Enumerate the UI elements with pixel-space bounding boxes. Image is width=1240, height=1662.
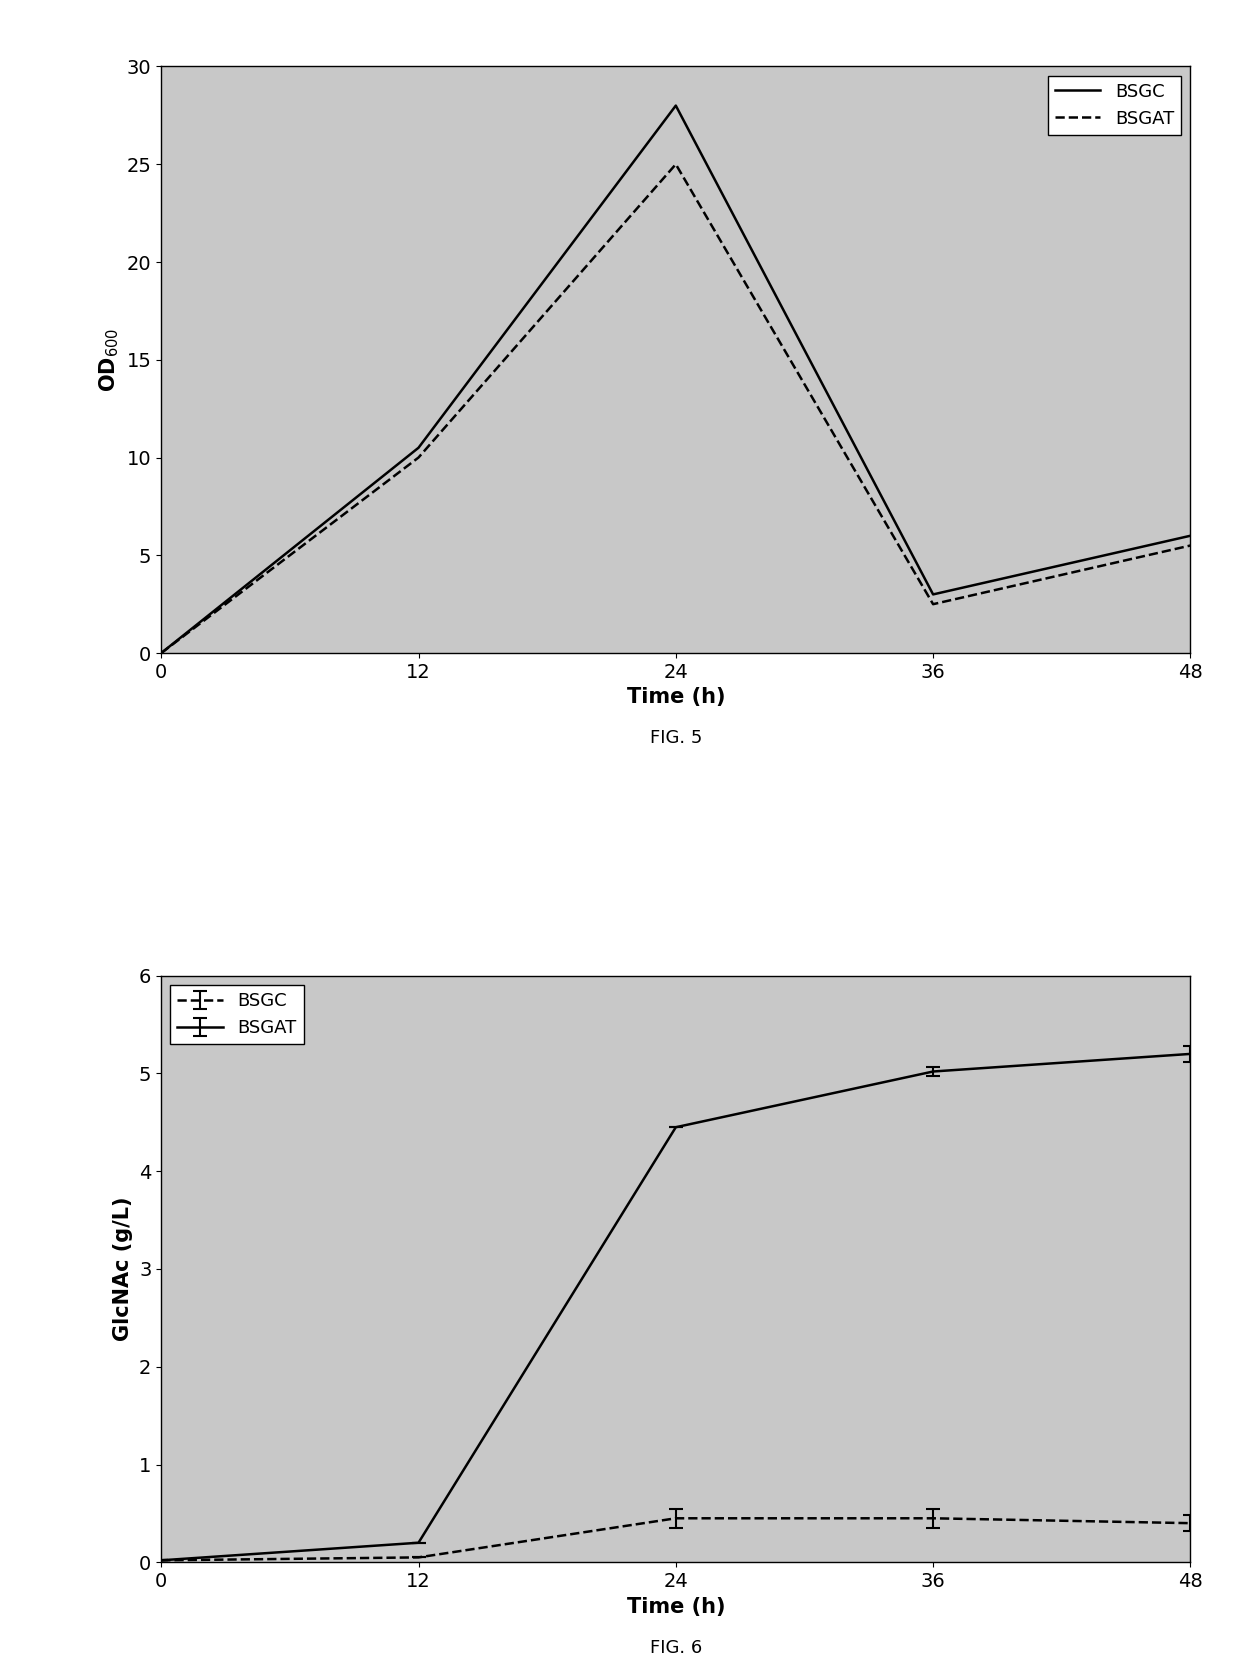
Text: FIG. 5: FIG. 5 <box>650 730 702 748</box>
Y-axis label: OD$_{600}$: OD$_{600}$ <box>98 327 122 392</box>
X-axis label: Time (h): Time (h) <box>626 688 725 708</box>
BSGC <box>1183 525 1198 545</box>
BSGAT <box>1183 535 1198 555</box>
BSGAT <box>412 447 427 467</box>
BSGC <box>154 643 169 663</box>
Line: BSGAT: BSGAT <box>161 165 1190 653</box>
BSGAT <box>668 155 683 175</box>
X-axis label: Time (h): Time (h) <box>626 1597 725 1617</box>
BSGC <box>668 96 683 116</box>
Line: BSGC: BSGC <box>161 106 1190 653</box>
BSGAT <box>154 643 169 663</box>
Legend: BSGC, BSGAT: BSGC, BSGAT <box>170 984 304 1044</box>
Legend: BSGC, BSGAT: BSGC, BSGAT <box>1048 75 1182 135</box>
Y-axis label: GlcNAc (g/L): GlcNAc (g/L) <box>113 1197 134 1341</box>
Text: FIG. 6: FIG. 6 <box>650 1639 702 1657</box>
BSGAT <box>925 595 940 615</box>
BSGC <box>925 585 940 605</box>
BSGC <box>412 437 427 457</box>
